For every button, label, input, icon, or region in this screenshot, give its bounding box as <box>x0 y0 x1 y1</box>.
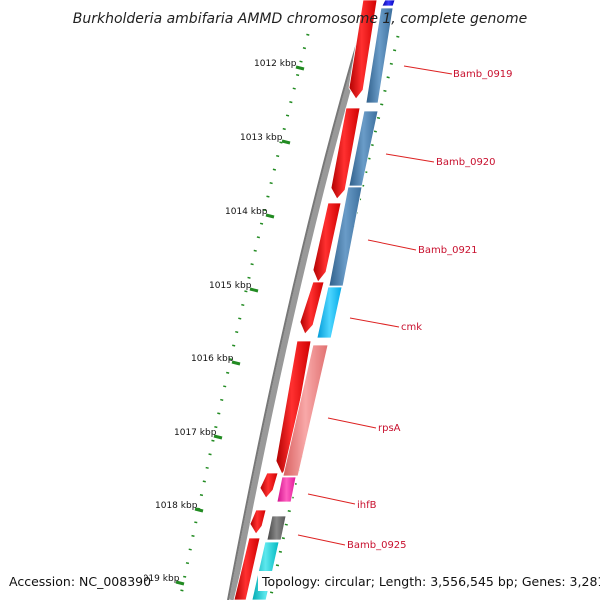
footer-accession-bg <box>6 571 144 591</box>
leader-ihfB <box>307 493 356 505</box>
tick-1017 <box>213 434 223 440</box>
gene-label-cmk: cmk <box>401 322 422 333</box>
gene-block-bamb-0919 <box>365 7 394 104</box>
tick-1012 <box>295 65 305 71</box>
gene-block-navy <box>381 0 396 7</box>
gene-block-cmk <box>316 286 343 339</box>
ruler-label-1013: 1013 kbp <box>240 133 283 143</box>
tick-1015 <box>249 287 259 293</box>
cds-arrow <box>312 202 342 283</box>
tick-1016 <box>231 360 241 366</box>
ruler-labels: 1012 kbp 1013 kbp 1014 kbp 1015 kbp 1016… <box>137 59 297 584</box>
gene-label-rpsA: rpsA <box>378 423 401 434</box>
tick-1018 <box>194 507 204 513</box>
gene-label-bamb-0925: Bamb_0925 <box>347 540 407 551</box>
ruler-label-1016: 1016 kbp <box>191 354 234 364</box>
leader-cmk <box>349 317 400 328</box>
tick-1014 <box>265 213 275 219</box>
map-title: Burkholderia ambifaria AMMD chromosome 1… <box>73 11 527 27</box>
gene-block-bamb-0921 <box>328 186 363 287</box>
gene-label-ihfB: ihfB <box>357 500 377 511</box>
genome-backbone-shadow <box>227 0 371 600</box>
cds-arrow <box>259 472 279 499</box>
footer-accession: Accession: NC_008390 <box>9 574 151 589</box>
cds-arrow <box>348 0 378 100</box>
cds-arrow <box>233 537 261 600</box>
cds-arrow <box>330 107 361 200</box>
leader-bamb-0925 <box>297 534 346 546</box>
leader-bamb-0921 <box>367 239 417 251</box>
ruler-major-ticks <box>175 65 305 586</box>
footer-summary: Topology: circular; Length: 3,556,545 bp… <box>261 574 600 589</box>
cds-track <box>233 0 378 600</box>
gene-label-bamb-0919: Bamb_0919 <box>453 69 513 80</box>
gene-labels: Bamb_0919 Bamb_0920 Bamb_0921 cmk rpsA i… <box>347 69 513 551</box>
gene-block-bamb-0925 <box>266 515 287 541</box>
leader-rpsA <box>327 417 377 429</box>
footer-summary-bg <box>258 571 595 591</box>
ruler-label-1014: 1014 kbp <box>225 207 268 217</box>
ruler-label-1012: 1012 kbp <box>254 59 297 69</box>
ruler-label-1015: 1015 kbp <box>209 281 252 291</box>
gene-leaders <box>297 65 453 546</box>
tick-1013 <box>281 139 291 145</box>
gene-block-rpsA <box>282 344 329 477</box>
tick-1019 <box>175 580 185 586</box>
cds-arrow <box>249 509 267 535</box>
ruler-label-1017: 1017 kbp <box>174 428 217 438</box>
gene-track <box>251 0 396 600</box>
gene-block-ihfB <box>276 476 297 503</box>
leader-bamb-0919 <box>403 65 453 75</box>
leader-bamb-0920 <box>385 153 435 163</box>
cds-arrow <box>299 281 325 335</box>
ruler-label-1018: 1018 kbp <box>155 501 198 511</box>
gene-label-bamb-0921: Bamb_0921 <box>418 245 478 256</box>
gene-block-bamb-0920 <box>348 110 379 187</box>
gene-label-bamb-0920: Bamb_0920 <box>436 157 496 168</box>
ruler-label-1019: 1019 kbp <box>137 574 180 584</box>
